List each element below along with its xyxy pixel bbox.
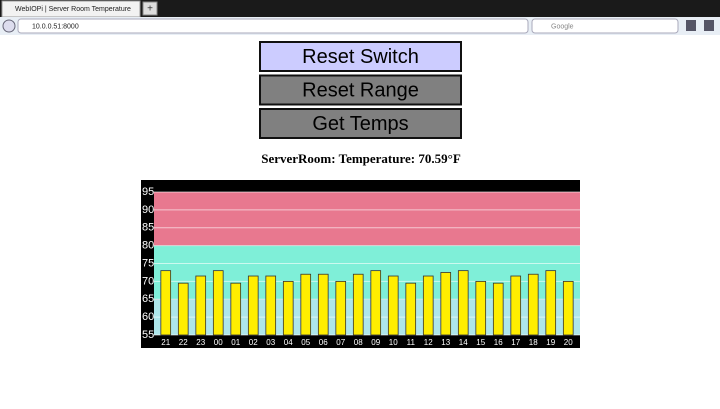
- new-tab-plus: +: [147, 4, 153, 15]
- x-tick-label: 08: [354, 338, 363, 347]
- x-tick-label: 21: [161, 338, 170, 347]
- y-tick-label: 95: [142, 186, 154, 198]
- x-tick-label: 04: [284, 338, 293, 347]
- x-tick-label: 09: [371, 338, 380, 347]
- range-band: [154, 192, 580, 246]
- x-tick-label: 14: [459, 338, 468, 347]
- bar: [300, 273, 312, 336]
- bar: [335, 280, 347, 336]
- x-tick-label: 07: [336, 338, 345, 347]
- y-tick-label: 55: [142, 329, 154, 341]
- search-bar[interactable]: [531, 18, 679, 34]
- y-tick-label: 80: [142, 240, 154, 252]
- button-label: Reset Switch: [302, 46, 419, 68]
- y-tick-label: 85: [142, 222, 154, 234]
- search-placeholder: Google: [551, 23, 574, 30]
- x-tick-label: 16: [494, 338, 503, 347]
- x-tick-label: 06: [319, 338, 328, 347]
- address-bar[interactable]: [17, 18, 529, 34]
- y-tick-label: 70: [142, 275, 154, 287]
- x-tick-label: 05: [301, 338, 310, 347]
- x-tick-label: 22: [179, 338, 188, 347]
- range-band: [154, 245, 580, 300]
- bar: [387, 275, 399, 336]
- x-tick-label: 10: [389, 338, 398, 347]
- bar: [440, 272, 452, 336]
- x-tick-label: 15: [476, 338, 485, 347]
- button[interactable]: [259, 41, 462, 72]
- bar: [475, 280, 487, 336]
- status-text: ServerRoom: Temperature: 70.59°F: [261, 151, 461, 166]
- bar: [352, 273, 364, 336]
- x-tick-label: 00: [214, 338, 223, 347]
- x-tick-label: 17: [511, 338, 520, 347]
- bar: [422, 275, 434, 336]
- y-tick-label: 75: [142, 257, 154, 269]
- x-tick-label: 02: [249, 338, 258, 347]
- url: 10.0.0.51:8000: [32, 23, 79, 30]
- y-tick-label: 60: [142, 311, 154, 323]
- bar: [317, 273, 329, 336]
- x-tick-label: 13: [441, 338, 450, 347]
- button[interactable]: [259, 74, 462, 106]
- button[interactable]: [259, 108, 462, 139]
- bar: [370, 270, 382, 336]
- x-tick-label: 11: [407, 338, 416, 347]
- back-button[interactable]: [2, 19, 16, 33]
- bar: [405, 282, 417, 336]
- home-button[interactable]: [704, 20, 714, 31]
- tab-title: WebIOPi | Server Room Temperature: [15, 6, 131, 13]
- x-tick-label: 20: [564, 338, 573, 347]
- y-tick-label: 90: [142, 204, 154, 216]
- bar: [527, 273, 539, 336]
- x-tick-label: 18: [529, 338, 538, 347]
- bar: [160, 270, 172, 336]
- x-tick-label: 19: [546, 338, 555, 347]
- bar: [177, 282, 189, 336]
- bar: [510, 275, 522, 336]
- bar: [265, 275, 277, 336]
- bar: [545, 270, 557, 336]
- bar: [195, 275, 207, 336]
- bar: [492, 282, 504, 336]
- downloads-button[interactable]: [686, 20, 696, 31]
- bar: [212, 270, 224, 336]
- x-tick-label: 03: [266, 338, 275, 347]
- bar: [230, 282, 242, 336]
- x-tick-label: 01: [231, 338, 240, 347]
- x-tick-label: 23: [196, 338, 205, 347]
- button-label: Get Temps: [312, 113, 408, 135]
- y-tick-label: 65: [142, 293, 154, 305]
- button-label: Reset Range: [302, 79, 419, 101]
- bar: [247, 275, 259, 336]
- x-tick-label: 12: [424, 338, 433, 347]
- button-group: Reset Switch Reset Range Get Temps: [259, 41, 462, 139]
- chart: 55 60 65 70 75 80 85 90 95 21 22 23 00 01 02 03 04 05 06 07…: [142, 186, 580, 347]
- bar: [457, 270, 469, 336]
- new-tab[interactable]: [142, 1, 158, 16]
- bar: [282, 280, 294, 336]
- tab-bar: [0, 0, 720, 17]
- bar: [562, 280, 574, 336]
